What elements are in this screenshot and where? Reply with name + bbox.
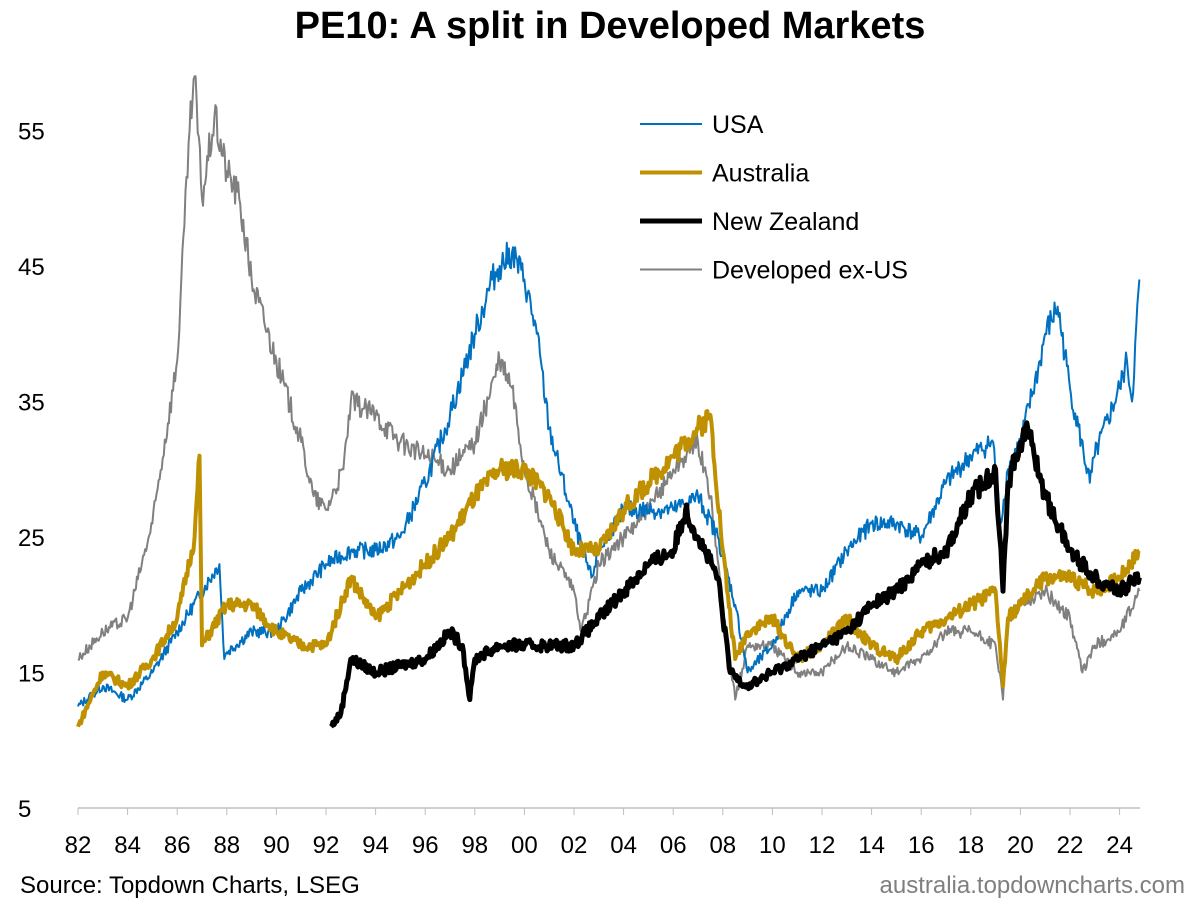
legend-label: USA [712,111,764,139]
watermark: australia.topdowncharts.com [880,872,1185,899]
x-tick-label: 20 [1007,832,1034,859]
series-line-developed-ex-us [77,75,1141,701]
y-tick-label: 55 [18,119,45,146]
x-tick-label: 94 [362,832,389,859]
x-tick-label: 10 [759,832,786,859]
legend: USA Australia New Zealand Developed ex-US [640,111,908,285]
x-tick-label: 88 [213,832,240,859]
source-note: Source: Topdown Charts, LSEG [20,872,360,899]
x-tick-label: 14 [858,832,885,859]
legend-label: Developed ex-US [712,257,908,285]
x-tick-label: 84 [114,832,141,859]
x-tick-label: 98 [461,832,488,859]
x-tick-label: 96 [412,832,439,859]
x-tick-label: 86 [164,832,191,859]
legend-label: Australia [712,160,809,188]
y-tick-label: 45 [18,254,45,281]
x-tick-label: 12 [809,832,836,859]
x-tick-label: 00 [511,832,538,859]
legend-label: New Zealand [712,208,859,236]
y-tick-label: 25 [18,525,45,552]
x-tick-label: 18 [957,832,984,859]
x-tick-label: 16 [908,832,935,859]
x-tick-label: 08 [709,832,736,859]
x-tick-label: 02 [561,832,588,859]
x-tick-label: 90 [263,832,290,859]
series-line-australia [76,409,1141,728]
y-tick-label: 15 [18,661,45,688]
x-tick-label: 06 [660,832,687,859]
x-tick-label: 22 [1057,832,1084,859]
x-tick-label: 24 [1106,832,1133,859]
chart-title: PE10: A split in Developed Markets [295,5,926,47]
y-tick-label: 5 [18,796,31,823]
y-tick-label: 35 [18,390,45,417]
x-tick-label: 04 [610,832,637,859]
series-line-new-zealand [329,420,1142,729]
x-tick-label: 92 [313,832,340,859]
x-tick-label: 82 [65,832,92,859]
